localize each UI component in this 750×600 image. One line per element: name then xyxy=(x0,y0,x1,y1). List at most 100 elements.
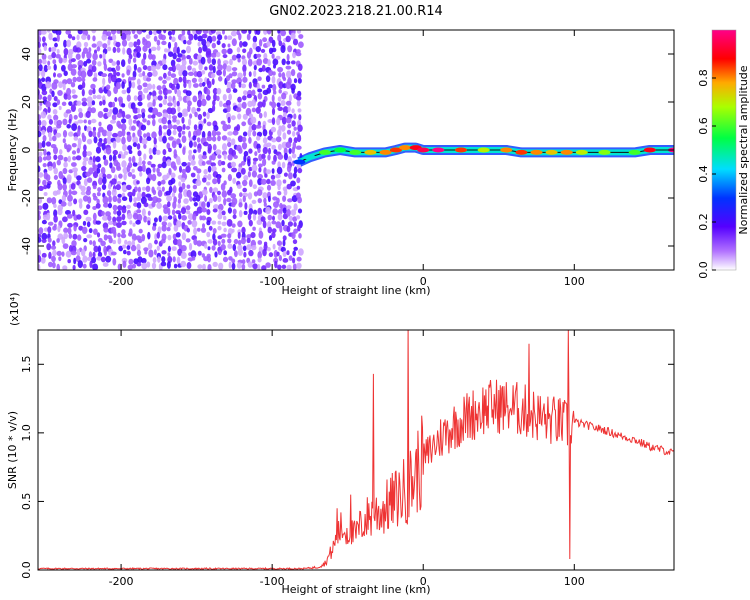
noise-cell xyxy=(206,112,210,120)
noise-cell xyxy=(260,48,266,53)
noise-cell xyxy=(147,161,152,166)
noise-cell xyxy=(152,166,156,173)
noise-cell xyxy=(164,95,168,100)
noise-cell xyxy=(206,181,211,186)
noise-cell xyxy=(151,114,156,119)
noise-cell xyxy=(268,84,273,89)
noise-cell xyxy=(58,105,62,111)
noise-cell xyxy=(85,171,91,177)
noise-cell xyxy=(87,34,91,41)
noise-cell xyxy=(62,79,68,85)
noise-cell xyxy=(201,131,206,139)
noise-cell xyxy=(53,96,58,102)
noise-cell xyxy=(45,100,51,108)
noise-cell xyxy=(63,39,67,48)
noise-cell xyxy=(221,190,227,198)
noise-cell xyxy=(56,189,61,195)
noise-cell xyxy=(291,87,295,94)
noise-cell xyxy=(146,83,153,90)
noise-cell xyxy=(271,144,277,150)
noise-cell xyxy=(42,179,47,186)
noise-cell xyxy=(88,228,93,234)
noise-cell xyxy=(193,202,198,207)
noise-cell xyxy=(231,38,237,47)
noise-cell xyxy=(281,116,287,125)
noise-cell xyxy=(250,232,256,239)
noise-cell xyxy=(236,47,241,53)
noise-cell xyxy=(241,30,247,34)
noise-cell xyxy=(226,124,231,130)
noise-cell xyxy=(76,147,81,154)
noise-cell xyxy=(276,166,283,175)
noise-cell xyxy=(141,234,146,242)
noise-cell xyxy=(91,59,97,66)
noise-cell xyxy=(52,249,57,257)
noise-cell xyxy=(273,64,276,69)
noise-cell xyxy=(57,183,63,191)
noise-cell xyxy=(43,64,48,73)
noise-cell xyxy=(147,71,153,78)
noise-cell xyxy=(77,60,84,68)
noise-cell xyxy=(103,234,108,241)
signal-track-point xyxy=(643,147,656,153)
noise-cell xyxy=(62,167,68,175)
noise-cell xyxy=(67,52,73,60)
noise-cell xyxy=(237,239,242,246)
noise-cell xyxy=(156,231,160,239)
noise-cell xyxy=(107,215,112,222)
noise-cell xyxy=(176,220,182,228)
noise-cell xyxy=(176,138,181,146)
noise-cell xyxy=(257,101,264,108)
noise-cell xyxy=(274,260,278,269)
noise-cell xyxy=(97,251,103,258)
noise-cell xyxy=(154,233,158,241)
noise-cell xyxy=(251,170,257,178)
noise-cell xyxy=(231,67,238,72)
noise-cell xyxy=(212,144,217,151)
noise-cell xyxy=(72,233,78,240)
noise-cell xyxy=(276,240,283,246)
noise-cell xyxy=(62,216,68,223)
noise-cell xyxy=(76,76,82,82)
noise-cell xyxy=(212,178,218,185)
noise-cell xyxy=(213,93,217,102)
noise-cell xyxy=(72,76,77,83)
noise-cell xyxy=(81,165,87,172)
noise-cell xyxy=(157,171,162,177)
noise-cell xyxy=(282,235,287,241)
noise-cell xyxy=(62,243,69,250)
noise-cell xyxy=(273,90,277,95)
noise-cell xyxy=(233,155,238,159)
noise-cell xyxy=(293,222,297,227)
snr-panel: -200 -100 0 100 0.0 0.5 1.0 1.5 Height of stra… xyxy=(6,293,675,596)
noise-cell xyxy=(298,248,304,256)
noise-cell xyxy=(178,69,183,77)
noise-cell xyxy=(296,95,302,101)
noise-cell xyxy=(297,208,303,214)
noise-cell xyxy=(155,63,161,70)
noise-cell xyxy=(276,117,281,126)
noise-cell xyxy=(242,76,248,83)
noise-cell xyxy=(154,239,158,245)
noise-cell xyxy=(38,70,41,77)
noise-cell xyxy=(86,221,91,228)
noise-cell xyxy=(217,220,222,225)
noise-cell xyxy=(53,154,58,161)
noise-cell xyxy=(198,93,203,101)
noise-cell xyxy=(276,179,282,187)
noise-cell xyxy=(53,203,57,208)
noise-cell xyxy=(65,30,71,35)
noise-cell xyxy=(248,136,252,144)
noise-cell xyxy=(82,149,87,158)
noise-cell xyxy=(91,256,97,264)
noise-cell xyxy=(41,219,47,225)
noise-cell xyxy=(93,195,98,201)
noise-cell xyxy=(257,257,262,263)
noise-cell xyxy=(112,239,117,245)
noise-cell xyxy=(102,196,109,204)
noise-cell xyxy=(206,88,211,96)
noise-cell xyxy=(235,107,242,113)
noise-cell xyxy=(96,192,101,197)
noise-cell xyxy=(257,178,263,186)
noise-cell xyxy=(67,222,73,228)
